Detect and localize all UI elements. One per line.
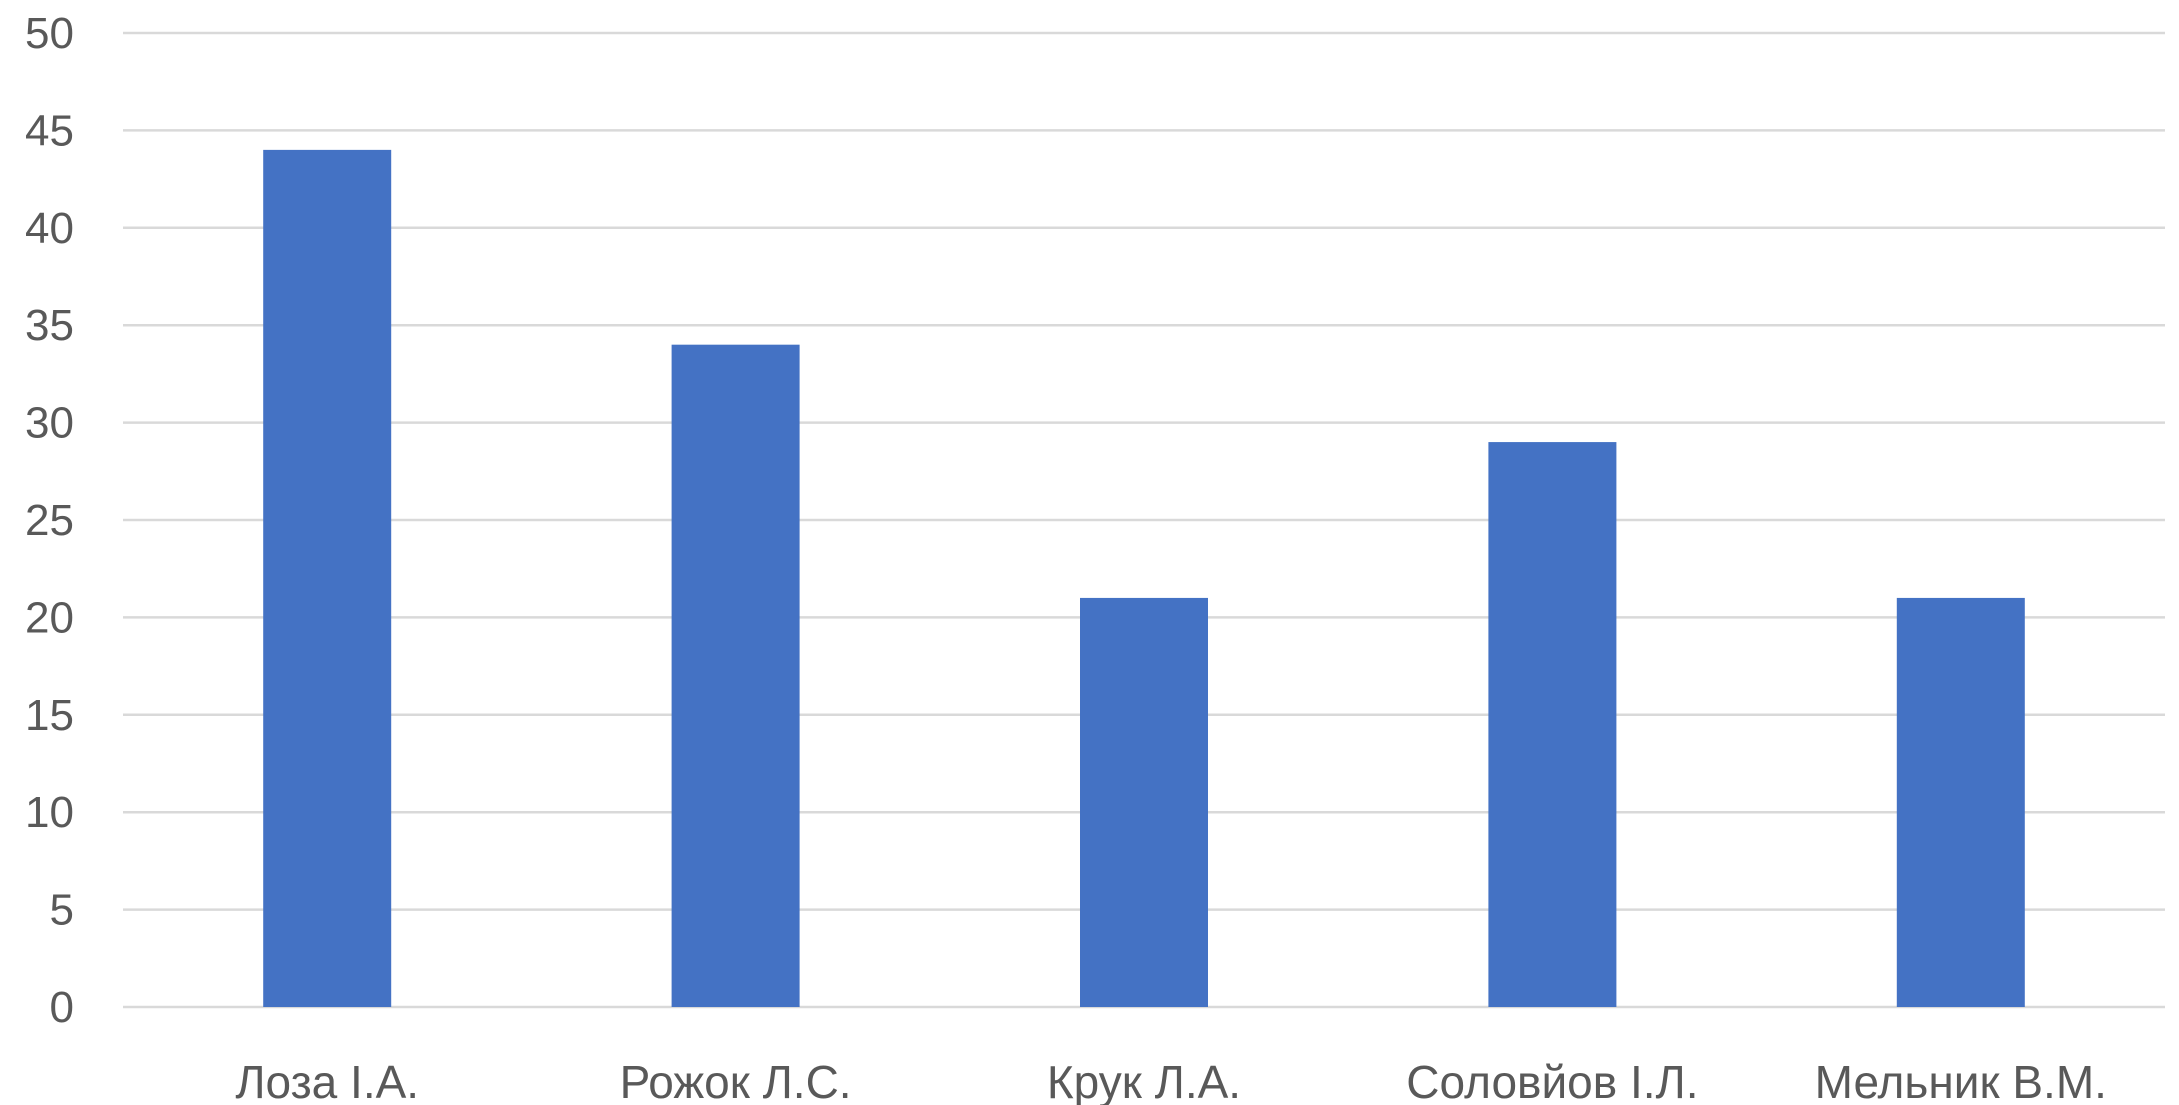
y-tick-label: 50 [25,9,74,58]
bar-5 [1896,597,2025,1007]
x-axis-category-labels: Лоза І.А. Рожок Л.С. Крук Л.А. Соловйов І.Л… [235,1056,2107,1105]
x-category-label: Рожок Л.С. [620,1056,852,1105]
y-axis-tick-labels: 0 5 10 15 20 25 30 35 40 45 50 [25,9,74,1032]
y-tick-label: 15 [25,691,74,740]
y-tick-label: 0 [50,983,74,1032]
bars [263,149,2025,1008]
y-tick-label: 25 [25,496,74,545]
y-tick-label: 45 [25,106,74,155]
y-tick-label: 35 [25,301,74,350]
y-tick-label: 10 [25,788,74,837]
y-tick-label: 30 [25,399,74,448]
y-tick-label: 5 [50,886,74,935]
x-category-label: Крук Л.А. [1047,1056,1241,1105]
x-category-label: Лоза І.А. [235,1056,419,1105]
x-category-label: Соловйов І.Л. [1406,1056,1698,1105]
bar-2 [671,344,800,1007]
bar-3 [1080,597,1208,1007]
y-tick-label: 40 [25,204,74,253]
bar-4 [1488,442,1617,1008]
y-tick-label: 20 [25,593,74,642]
bar-1 [263,149,392,1007]
x-category-label: Мельник В.М. [1815,1056,2107,1105]
